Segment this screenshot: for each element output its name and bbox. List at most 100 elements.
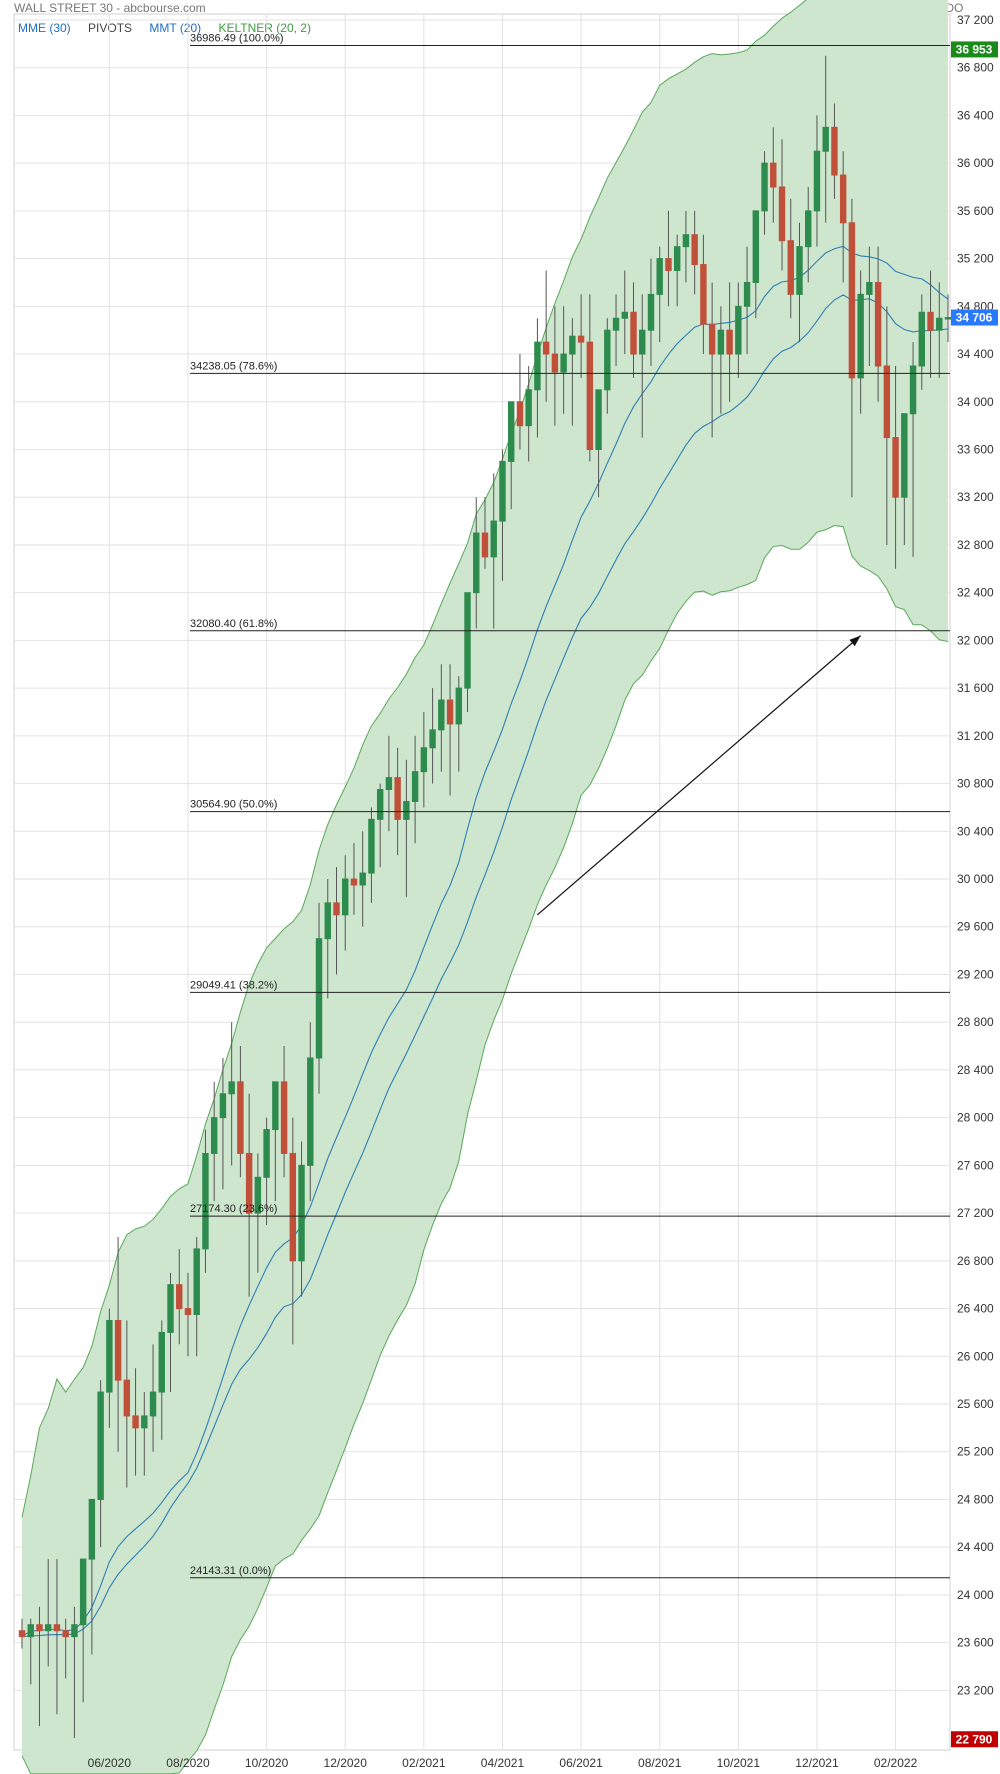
candle-body <box>936 317 943 331</box>
candle-body <box>717 329 725 355</box>
candle-body <box>787 240 794 295</box>
candle-body <box>892 437 899 498</box>
candle-body <box>280 1081 288 1154</box>
candle-body <box>158 1331 165 1393</box>
candle-body <box>743 281 751 307</box>
candle-body <box>708 323 716 355</box>
y-tick-label: 34 400 <box>957 347 994 361</box>
legend-item-mme[interactable]: MME (30) <box>18 21 71 35</box>
candle-body <box>918 311 926 367</box>
y-tick-label: 28 400 <box>957 1063 994 1077</box>
candle-body <box>691 234 698 266</box>
candle-body <box>499 460 506 522</box>
candle-body <box>333 902 340 916</box>
candle-body <box>866 281 873 295</box>
y-tick-label: 32 400 <box>957 586 994 600</box>
y-tick-label: 33 200 <box>957 490 994 504</box>
x-tick-label: 10/2020 <box>245 1756 289 1770</box>
candle-body <box>18 1630 26 1638</box>
fibonacci-levels: 36986.49 (100.0%) 34238.05 (78.6%) 32080.4… <box>190 32 950 1579</box>
legend-item-keltner[interactable]: KELTNER (20, 2) <box>218 21 311 35</box>
candlesticks <box>18 55 952 1739</box>
last-price-badge-label: 34 706 <box>956 311 993 325</box>
plot-frame <box>13 13 951 1751</box>
candle-body <box>176 1284 183 1310</box>
fib-level-label: 34238.05 (78.6%) <box>190 360 277 372</box>
candle-body <box>193 1248 200 1316</box>
fib-level-label: 27174.30 (23.6%) <box>190 1203 277 1215</box>
candle-body <box>822 126 829 152</box>
candle-body <box>438 699 445 731</box>
y-tick-label: 28 800 <box>957 1015 994 1029</box>
candle-body <box>473 532 480 594</box>
candle-body <box>141 1415 148 1429</box>
candle-body <box>123 1379 131 1417</box>
keltner-band-fill <box>22 0 948 1774</box>
y-tick-label: 27 200 <box>957 1206 994 1220</box>
candle-body <box>831 126 838 176</box>
candle-body <box>839 174 847 224</box>
y-tick-label: 32 000 <box>957 633 994 647</box>
candle-body <box>289 1152 297 1262</box>
candle-body <box>245 1152 253 1214</box>
candle-body <box>376 789 384 820</box>
candle-body <box>36 1624 43 1632</box>
candle-body <box>909 365 917 415</box>
y-tick-label: 23 600 <box>957 1636 994 1650</box>
candle-body <box>71 1624 78 1638</box>
y-tick-label: 28 000 <box>957 1111 994 1125</box>
candle-body <box>612 317 620 331</box>
candle-body <box>350 878 358 886</box>
candle-body <box>901 413 908 498</box>
y-tick-label: 37 200 <box>957 13 994 27</box>
candle-body <box>542 341 550 355</box>
indicator-legend: MME (30) PIVOTS MMT (20) KELTNER (20, 2) <box>18 21 325 35</box>
candle-body <box>298 1164 305 1262</box>
low-price-badge-label: 22 790 <box>956 1732 993 1746</box>
candle-body <box>604 329 611 391</box>
candle-body <box>254 1176 262 1214</box>
y-tick-label: 31 600 <box>957 681 994 695</box>
x-tick-label: 10/2021 <box>717 1756 761 1770</box>
legend-item-pivots[interactable]: PIVOTS <box>88 21 133 35</box>
candle-body <box>586 341 594 450</box>
y-tick-label: 27 600 <box>957 1158 994 1172</box>
candle-body <box>700 264 707 325</box>
candle-body <box>481 532 489 558</box>
mme-30-line <box>21 294 949 1638</box>
fib-level-label: 30564.90 (50.0%) <box>190 799 277 811</box>
y-tick-label: 30 800 <box>957 777 994 791</box>
candle-body <box>516 401 524 427</box>
y-tick-label: 23 200 <box>957 1683 994 1697</box>
candle-body <box>228 1081 235 1095</box>
x-tick-label: 06/2021 <box>559 1756 603 1770</box>
candle-body <box>525 389 532 427</box>
candle-body <box>53 1624 61 1632</box>
y-tick-label: 36 800 <box>957 61 994 75</box>
y-tick-label: 31 200 <box>957 729 994 743</box>
candle-body <box>673 246 681 272</box>
x-tick-label: 08/2021 <box>638 1756 682 1770</box>
candle-body <box>114 1319 122 1381</box>
candle-body <box>368 818 375 874</box>
candle-body <box>857 293 864 379</box>
candle-body <box>79 1558 87 1626</box>
candle-body <box>455 687 463 725</box>
high-price-badge-label: 36 953 <box>956 42 993 56</box>
candle-body <box>778 186 786 242</box>
candle-body <box>569 335 576 355</box>
candle-body <box>639 329 646 355</box>
candle-body <box>507 401 515 462</box>
y-tick-label: 26 400 <box>957 1302 994 1316</box>
candle-body <box>385 777 393 791</box>
candle-body <box>534 341 541 391</box>
y-tick-label: 25 600 <box>957 1397 994 1411</box>
candle-body <box>752 210 760 283</box>
candle-body <box>848 222 856 379</box>
candle-body <box>420 747 428 773</box>
fib-level-label: 32080.40 (61.8%) <box>190 618 277 630</box>
candle-body <box>167 1284 174 1333</box>
candle-body <box>132 1415 139 1429</box>
y-tick-label: 34 000 <box>957 395 994 409</box>
